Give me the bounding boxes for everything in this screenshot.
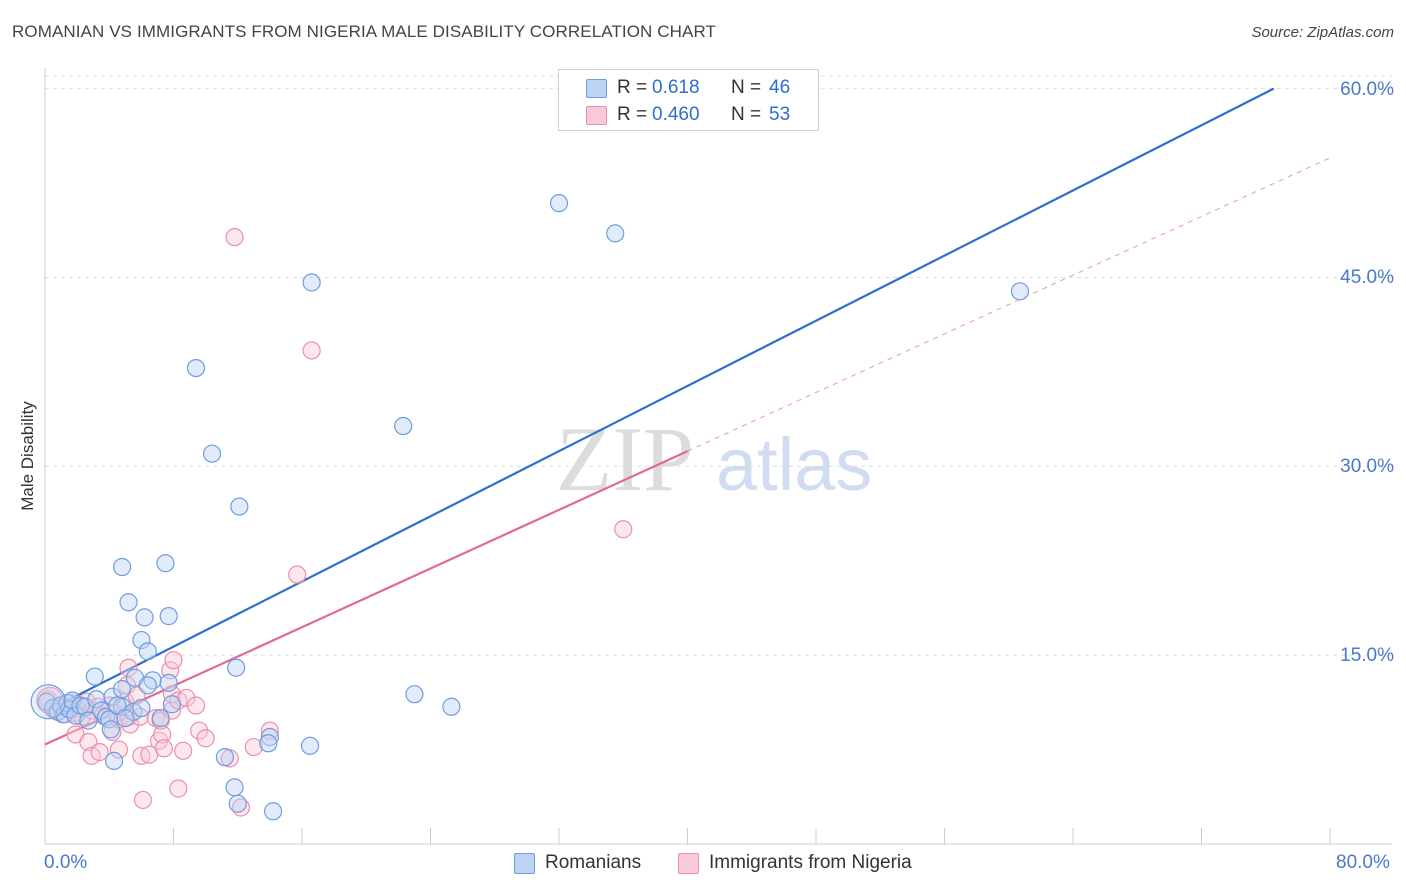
data-point-romanians [116,708,135,728]
data-point-romanians [302,273,321,292]
x-tick-min: 0.0% [44,852,88,873]
y-tick-label: 45.0% [1340,267,1394,289]
data-point-romanians [215,748,234,767]
data-point-nigeria [119,658,138,677]
data-point-romanians [112,557,132,577]
data-point-romanians [202,444,222,463]
data-point-romanians [405,685,424,704]
data-point-romanians [159,607,178,626]
data-point-nigeria [186,696,206,715]
data-point-romanians [259,734,278,753]
data-point-nigeria [146,708,165,728]
data-point-romanians [104,751,124,771]
watermark-zip: ZIP [556,408,694,510]
data-point-nigeria [225,228,244,247]
data-point-romanians [394,416,413,436]
trend-line-nigeria [44,450,688,746]
data-point-nigeria [244,737,263,757]
legend-row-romanians: R = 0.618 N = 46 [559,74,818,100]
legend-n-label: N = [731,77,762,98]
data-point-romanians [263,802,283,821]
data-point-nigeria [196,729,215,748]
data-point-nigeria [174,741,193,760]
data-point-romanians-cluster [30,684,66,720]
watermark: ZIP atlas [556,408,872,510]
bottom-legend-swatch-blue [514,853,535,874]
legend-r-value: 0.460 [652,104,700,125]
series-romanians-points [30,194,1030,821]
data-point-romanians [186,358,206,378]
legend-n-value: 53 [769,104,791,125]
data-point-nigeria [302,341,321,360]
data-point-nigeria [614,520,633,539]
axes [44,68,1392,845]
trend-lines [44,87,1331,746]
data-point-romanians [101,720,120,739]
y-tick-label: 30.0% [1340,456,1394,478]
legend-swatch-blue [586,79,607,98]
grid [45,75,1392,656]
data-point-romanians [230,497,249,516]
data-point-nigeria [164,651,183,670]
data-point-nigeria [169,779,188,798]
data-point-nigeria [190,721,209,740]
data-point-romanians [138,642,157,661]
data-point-romanians [228,794,247,813]
data-point-romanians [112,680,132,699]
data-point-romanians [132,698,151,718]
legend-r-label: R = [617,77,648,98]
data-point-romanians [79,711,98,730]
data-point-romanians [159,673,178,692]
legend-swatch-pink [586,106,607,125]
legend-n-value: 46 [769,77,791,98]
data-point-romanians [138,676,157,695]
data-point-romanians [151,708,170,728]
bottom-legend-label: Immigrants from Nigeria [709,852,912,873]
trend-line-nigeria-extension [687,157,1331,452]
data-point-romanians [85,667,104,686]
data-point-romanians [225,778,244,797]
data-point-romanians [227,658,246,677]
data-point-romanians [135,608,154,627]
legend-r-label: R = [617,104,648,125]
x-tick-max: 80.0% [1336,852,1390,873]
bottom-legend-swatch-pink [678,853,699,874]
trend-line-romanians [44,87,1275,713]
bottom-legend-label: Romanians [545,852,642,873]
y-tick-label: 15.0% [1340,645,1394,667]
data-point-romanians [549,194,569,213]
data-point-romanians [1010,282,1030,301]
data-point-nigeria [154,739,173,758]
data-point-romanians [300,736,320,755]
data-point-romanians [442,697,461,716]
legend-row-nigeria: R = 0.460 N = 53 [559,101,818,127]
chart-title: ROMANIAN VS IMMIGRANTS FROM NIGERIA MALE… [12,22,716,41]
data-point-nigeria [133,790,153,810]
data-point-romanians [162,695,181,714]
data-point-romanians [156,554,175,573]
legend-n-label: N = [731,104,762,125]
data-point-romanians [119,593,138,612]
source-label: Source: ZipAtlas.com [1251,24,1394,41]
data-point-romanians [606,224,625,243]
data-point-nigeria [90,742,109,762]
y-tick-label: 60.0% [1340,78,1394,100]
data-point-romanians [260,727,279,747]
series-nigeria-points [36,228,633,817]
correlation-legend: R = 0.618 N = 46 R = 0.460 N = 53 [558,69,819,131]
data-point-nigeria [109,740,128,759]
watermark-atlas: atlas [716,423,872,506]
data-point-nigeria [288,565,307,584]
legend-r-value: 0.618 [652,77,700,98]
data-point-romanians [132,630,151,650]
